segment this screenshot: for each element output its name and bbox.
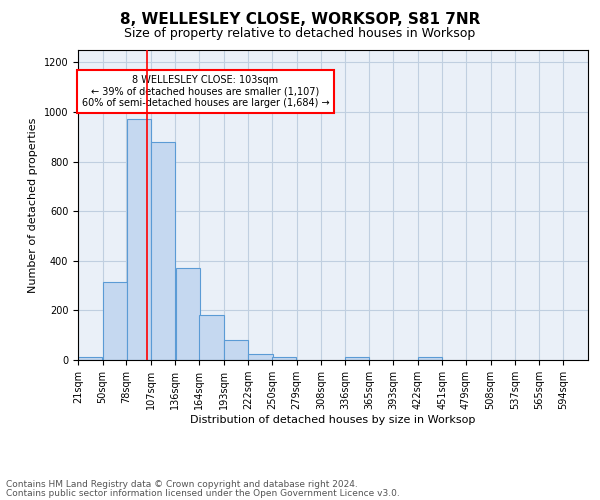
Bar [272, 357, 296, 360]
Y-axis label: Number of detached properties: Number of detached properties [28, 118, 38, 292]
Bar [103, 282, 127, 360]
Bar [176, 268, 200, 360]
Bar [199, 316, 224, 360]
Bar [345, 357, 369, 360]
Text: Contains public sector information licensed under the Open Government Licence v3: Contains public sector information licen… [6, 488, 400, 498]
X-axis label: Distribution of detached houses by size in Worksop: Distribution of detached houses by size … [190, 415, 476, 425]
Text: Size of property relative to detached houses in Worksop: Size of property relative to detached ho… [124, 28, 476, 40]
Text: 8 WELLESLEY CLOSE: 103sqm
← 39% of detached houses are smaller (1,107)
60% of se: 8 WELLESLEY CLOSE: 103sqm ← 39% of detac… [82, 75, 329, 108]
Text: Contains HM Land Registry data © Crown copyright and database right 2024.: Contains HM Land Registry data © Crown c… [6, 480, 358, 489]
Bar [127, 120, 151, 360]
Bar [151, 142, 175, 360]
Bar [418, 357, 442, 360]
Bar [248, 354, 272, 360]
Text: 8, WELLESLEY CLOSE, WORKSOP, S81 7NR: 8, WELLESLEY CLOSE, WORKSOP, S81 7NR [120, 12, 480, 28]
Bar [78, 357, 103, 360]
Bar [224, 340, 248, 360]
